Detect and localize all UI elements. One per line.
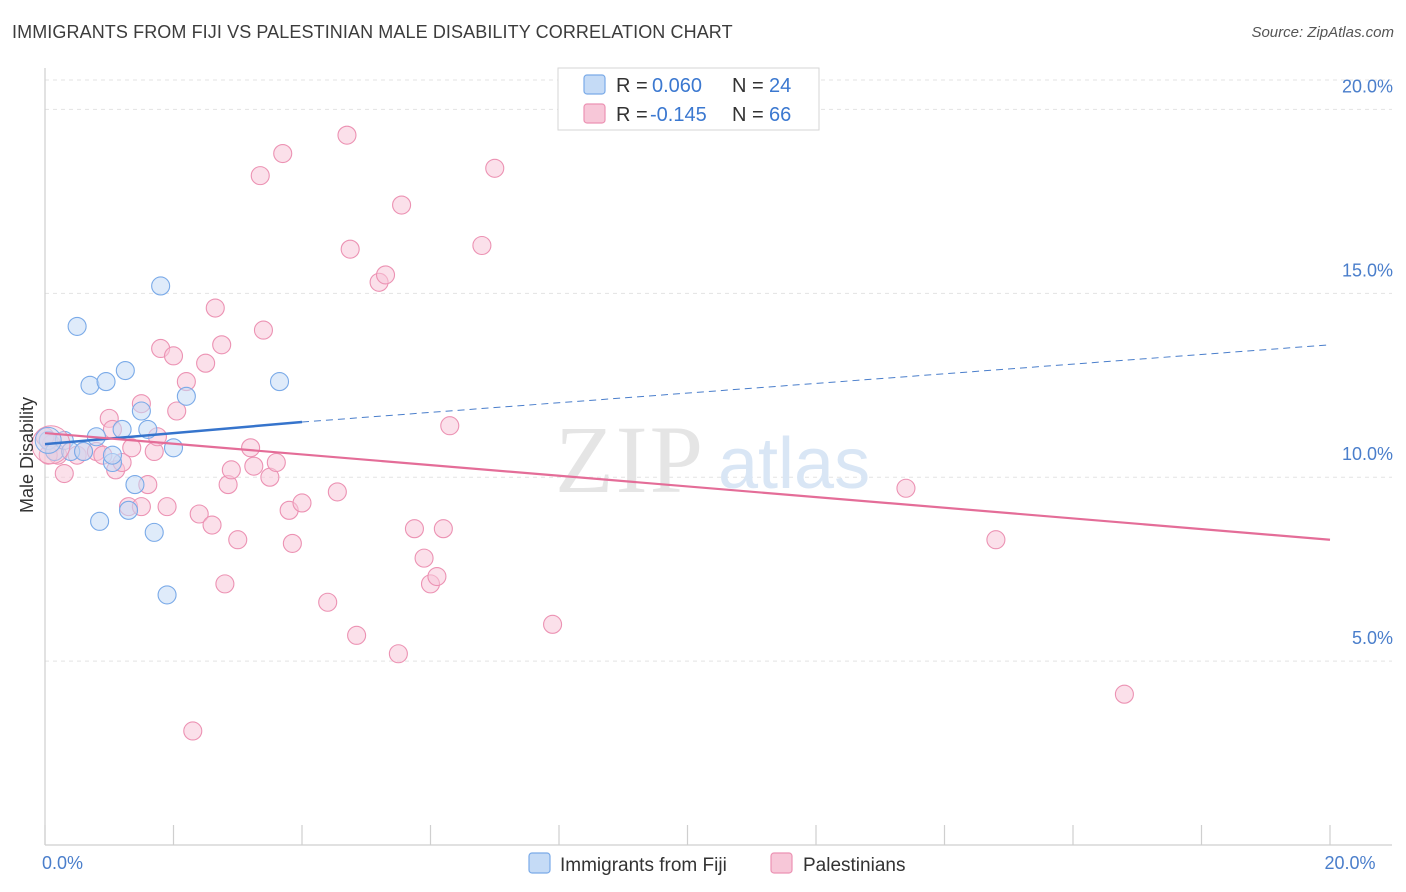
point-fiji-20 — [176, 386, 196, 406]
point-fiji-8 — [96, 372, 116, 392]
point-palestinians-44 — [327, 482, 347, 502]
point-fiji-7 — [90, 511, 110, 531]
watermark-zip: ZIP — [555, 406, 705, 513]
point-palestinians-57 — [440, 416, 460, 436]
legend-palestinians-r-value: -0.145 — [650, 104, 707, 126]
bottom-legend-swatch-fiji — [528, 852, 551, 874]
trend-line-fiji-extension — [301, 344, 1331, 423]
point-fiji-17 — [151, 276, 171, 296]
point-fiji-4 — [67, 316, 87, 336]
tick-label-layer: 5.0% 10.0% 15.0% 20.0% 0.0% 20.0% — [42, 76, 1393, 873]
y-axis-title: Male Disability — [17, 397, 37, 513]
y-tick-label-2: 15.0% — [1342, 260, 1393, 280]
legend-fiji-r-label: R = — [616, 75, 648, 97]
point-fiji-18 — [157, 585, 177, 605]
point-palestinians-43 — [318, 592, 338, 612]
legend-swatch-palestinians — [583, 103, 606, 124]
legend-palestinians-r-label: R = — [616, 104, 648, 126]
legend-palestinians-n-value: 66 — [769, 104, 791, 126]
point-palestinians-50 — [388, 644, 408, 664]
point-palestinians-41 — [282, 533, 302, 553]
point-fiji-5 — [80, 375, 100, 395]
point-palestinians-26 — [202, 515, 222, 535]
point-palestinians-63 — [1114, 684, 1134, 704]
point-fiji-12 — [118, 500, 139, 520]
trend-layer — [44, 344, 1331, 541]
point-palestinians-46 — [340, 239, 360, 259]
point-fiji-13 — [125, 475, 145, 495]
point-palestinians-29 — [215, 574, 235, 594]
point-palestinians-53 — [414, 548, 434, 568]
y-tick-label-3: 20.0% — [1342, 76, 1393, 96]
point-palestinians-19 — [157, 497, 177, 517]
point-palestinians-2 — [54, 463, 74, 484]
point-palestinians-36 — [253, 320, 274, 340]
point-palestinians-34 — [244, 456, 264, 476]
grid-layer — [45, 79, 1392, 662]
chart-title: IMMIGRANTS FROM FIJI VS PALESTINIAN MALE… — [12, 22, 733, 42]
point-palestinians-25 — [196, 353, 216, 373]
point-fiji-23 — [102, 445, 123, 465]
point-palestinians-61 — [896, 478, 916, 498]
point-palestinians-62 — [986, 530, 1006, 550]
bottom-legend-swatch-palestinians — [770, 852, 793, 874]
x-tick-label-1: 20.0% — [1324, 853, 1375, 873]
point-palestinians-39 — [273, 144, 293, 164]
point-palestinians-33 — [241, 438, 261, 458]
point-palestinians-49 — [375, 265, 396, 285]
legend-fiji-n-value: 24 — [769, 75, 791, 97]
legend: R = 0.060 N = 24 R = -0.145 N = 66 — [557, 67, 820, 131]
point-fiji-16 — [144, 522, 164, 542]
point-palestinians-51 — [392, 195, 412, 215]
point-palestinians-12 — [122, 438, 142, 458]
point-palestinians-42 — [292, 493, 312, 513]
trend-line-fiji — [44, 420, 303, 446]
watermark: ZIP atlas — [555, 406, 870, 513]
legend-swatch-fiji — [583, 74, 606, 95]
legend-fiji-r-value: 0.060 — [652, 75, 702, 97]
point-fiji-19 — [163, 438, 184, 458]
source-label: Source: ZipAtlas.com — [1251, 24, 1394, 41]
point-palestinians-58 — [472, 235, 492, 256]
legend-palestinians-n-label: N = — [732, 104, 764, 126]
bottom-legend-label-fiji: Immigrants from Fiji — [560, 855, 727, 876]
point-palestinians-20 — [163, 346, 184, 366]
point-palestinians-35 — [250, 166, 270, 186]
point-palestinians-59 — [485, 158, 505, 178]
bottom-legend: Immigrants from Fiji Palestinians — [528, 852, 905, 876]
point-fiji-21 — [269, 372, 290, 392]
point-palestinians-21 — [167, 401, 187, 421]
point-palestinians-47 — [347, 625, 367, 645]
point-fiji-14 — [131, 401, 151, 421]
point-palestinians-55 — [427, 566, 447, 587]
x-tick-label-0: 0.0% — [42, 853, 83, 873]
trend-line-palestinians — [44, 431, 1331, 541]
points-layer — [31, 125, 1134, 741]
point-palestinians-32 — [228, 530, 248, 550]
y-tick-label-1: 10.0% — [1342, 444, 1393, 464]
point-palestinians-31 — [221, 460, 241, 480]
point-palestinians-24 — [189, 504, 209, 524]
y-tick-label-0: 5.0% — [1352, 628, 1393, 648]
point-palestinians-23 — [183, 721, 203, 741]
bottom-legend-label-palestinians: Palestinians — [803, 855, 905, 876]
point-palestinians-52 — [404, 519, 424, 539]
point-palestinians-45 — [337, 125, 357, 145]
point-palestinians-28 — [212, 335, 232, 355]
point-fiji-11 — [115, 361, 135, 381]
legend-fiji-n-label: N = — [732, 75, 764, 97]
point-palestinians-60 — [543, 614, 563, 634]
point-fiji-22 — [74, 441, 94, 462]
point-palestinians-38 — [266, 452, 286, 473]
point-palestinians-27 — [205, 298, 225, 318]
watermark-atlas: atlas — [718, 424, 870, 504]
point-palestinians-56 — [433, 519, 453, 539]
point-fiji-cluster — [34, 426, 62, 454]
